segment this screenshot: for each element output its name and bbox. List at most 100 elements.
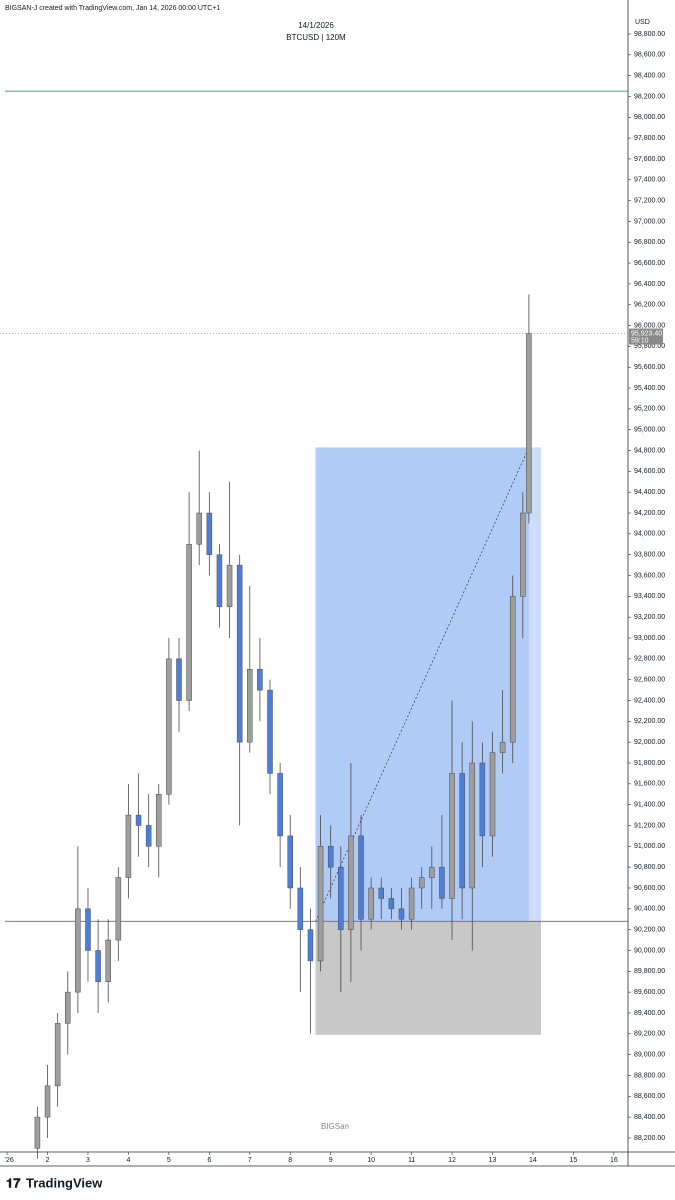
y-tick-label: 93,600.00 (634, 572, 665, 579)
watermark: BIGSan (321, 1122, 349, 1131)
x-tick-label: 3 (86, 1157, 90, 1164)
y-tick-label: 94,800.00 (634, 447, 665, 454)
y-tick-label: 91,800.00 (634, 760, 665, 767)
logo-text: TradingView (26, 1175, 103, 1190)
candle-body (196, 512, 202, 545)
candle-body (449, 773, 455, 899)
y-tick-label: 90,600.00 (634, 885, 665, 892)
y-tick-label: 95,400.00 (634, 385, 665, 392)
y-tick-label: 88,800.00 (634, 1072, 665, 1079)
y-tick-label: 97,000.00 (634, 218, 665, 225)
candle-body (469, 762, 476, 889)
candle-body (408, 887, 415, 920)
candle-body (368, 887, 374, 920)
y-tick-label: 90,200.00 (634, 926, 665, 933)
candle-body (418, 877, 425, 889)
y-tick-label: 94,200.00 (634, 510, 665, 517)
plot-area (0, 90, 628, 1159)
y-tick-label: 96,000.00 (634, 322, 665, 329)
candle-body (206, 512, 213, 555)
y-tick-label: 91,200.00 (634, 822, 665, 829)
y-tick-label: 95,000.00 (634, 427, 665, 434)
y-tick-label: 91,000.00 (634, 843, 665, 850)
logo-icon: 𝟏𝟕 (6, 1175, 21, 1190)
x-tick-label: 4 (126, 1157, 130, 1164)
x-tick-label: 8 (288, 1157, 292, 1164)
candle-body (509, 596, 516, 743)
y-tick-label: 92,000.00 (634, 739, 665, 746)
x-tick-label: 12 (448, 1157, 456, 1164)
candle-body (176, 658, 182, 701)
y-tick-label: 94,600.00 (634, 468, 665, 475)
y-tick-label: 94,400.00 (634, 489, 665, 496)
x-tick-label: 11 (408, 1157, 415, 1164)
x-tick-label: 13 (489, 1157, 497, 1164)
y-tick-label: 98,400.00 (634, 72, 665, 79)
y-tick-label: 89,200.00 (634, 1031, 665, 1038)
last-price-label: 95,923.40 (631, 330, 662, 337)
y-tick-label: 91,400.00 (634, 802, 665, 809)
candle-body (75, 908, 81, 993)
y-tick-label: 95,800.00 (634, 343, 665, 350)
x-tick-label: ’26 (4, 1157, 13, 1164)
x-tick-label: 6 (207, 1157, 211, 1164)
y-tick-label: 88,200.00 (634, 1135, 665, 1142)
candle-body (429, 866, 435, 878)
candle-body (85, 908, 91, 951)
x-tick-label: 7 (248, 1157, 252, 1164)
y-tick-label: 92,400.00 (634, 697, 665, 704)
candle-body (307, 929, 314, 962)
candle-body (526, 333, 532, 514)
candle-body (105, 939, 111, 982)
y-tick-label: 93,400.00 (634, 593, 665, 600)
y-tick-label: 90,800.00 (634, 864, 665, 871)
x-tick-label: 16 (610, 1157, 618, 1164)
y-tick-label: 89,800.00 (634, 968, 665, 975)
y-tick-label: 98,600.00 (634, 52, 665, 59)
y-tick-label: 98,000.00 (634, 114, 665, 121)
candle-body (287, 835, 293, 889)
candle-body (166, 658, 172, 795)
y-tick-label: 90,000.00 (634, 947, 665, 954)
candle-body (135, 814, 142, 826)
candle-body (499, 741, 506, 753)
candle-body (257, 669, 263, 691)
candle-body (348, 835, 354, 930)
y-tick-label: 97,400.00 (634, 177, 665, 184)
y-tick-label: 98,200.00 (634, 93, 665, 100)
candle-body (44, 1085, 51, 1118)
y-tick-label: 96,600.00 (634, 260, 665, 267)
candle-body (378, 887, 384, 899)
candle-body (388, 898, 395, 910)
y-tick-label: 90,400.00 (634, 906, 665, 913)
candle-body (95, 950, 101, 982)
x-tick-label: 15 (569, 1157, 577, 1164)
y-tick-label: 93,800.00 (634, 552, 665, 559)
y-tick-label: 88,400.00 (634, 1114, 665, 1121)
candle-body (247, 669, 253, 743)
y-tick-label: 96,200.00 (634, 302, 665, 309)
x-tick-label: 2 (46, 1157, 50, 1164)
candle-body (277, 773, 283, 837)
y-tick-label: 92,200.00 (634, 718, 665, 725)
candle-body (125, 814, 132, 878)
candle-body (65, 991, 71, 1024)
countdown: 59:10 (631, 337, 649, 344)
y-tick-label: 89,000.00 (634, 1051, 665, 1058)
x-tick-label: 5 (167, 1157, 171, 1164)
x-tick-label: 9 (329, 1157, 333, 1164)
position-target-future (528, 447, 542, 922)
y-tick-label: 89,600.00 (634, 989, 665, 996)
candle-body (479, 762, 486, 837)
candle-body (398, 908, 405, 920)
y-tick-label: 98,800.00 (634, 31, 665, 38)
y-tick-label: 88,600.00 (634, 1093, 665, 1100)
candle-body (54, 1023, 61, 1087)
candle-body (145, 825, 152, 847)
y-axis-label: USD (635, 19, 650, 26)
position-path (315, 447, 530, 922)
y-tick-label: 95,600.00 (634, 364, 665, 371)
candle-body (439, 866, 445, 899)
y-tick-label: 93,000.00 (634, 635, 665, 642)
